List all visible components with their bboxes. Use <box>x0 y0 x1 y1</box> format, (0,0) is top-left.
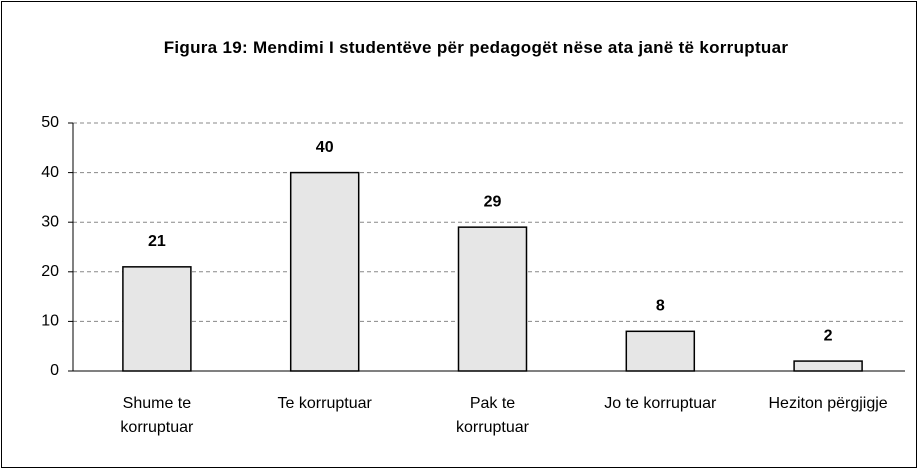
value-label: 29 <box>484 193 502 210</box>
y-tick-label: 0 <box>50 362 59 379</box>
x-tick-label: Pak te korruptuar <box>456 395 529 436</box>
bar <box>457 226 528 372</box>
x-tick-label: Te korruptuar <box>277 395 372 412</box>
x-tick-label: Shume te korruptuar <box>120 395 194 436</box>
value-label: 40 <box>316 139 334 156</box>
bar <box>625 330 696 372</box>
value-label: 2 <box>824 327 833 344</box>
bar <box>122 266 192 372</box>
value-label: 21 <box>148 233 166 250</box>
y-tick-label: 30 <box>41 213 59 230</box>
y-tick-label: 20 <box>41 263 59 280</box>
y-tick-label: 10 <box>41 313 59 330</box>
x-tick-label: Heziton përgjigje <box>768 395 888 412</box>
bar <box>793 360 863 372</box>
bar <box>289 171 360 372</box>
x-tick-label: Jo te korruptuar <box>604 395 717 412</box>
value-label: 8 <box>656 298 665 315</box>
y-tick-label: 40 <box>41 164 59 181</box>
y-tick-label: 50 <box>41 114 59 131</box>
chart-title: Figura 19: Mendimi I studentëve për peda… <box>163 38 789 57</box>
